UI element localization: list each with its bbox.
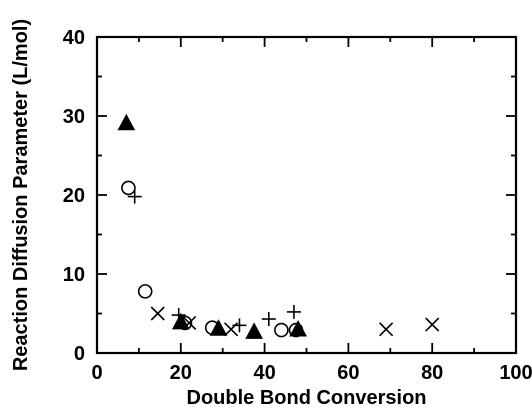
x-tick-label: 20 [170,362,192,384]
y-axis-ticks: 0 10 20 30 40 [63,27,516,365]
triangle-marker [245,322,263,339]
y-tick-label: 20 [63,185,85,207]
cross-marker-b [150,306,165,321]
y-tick-label: 30 [63,106,85,128]
x-tick-label: 80 [421,362,443,384]
plot-frame [95,35,518,355]
plot-axes [95,35,518,355]
triangle-marker [117,113,136,131]
y-tick-label: 40 [63,27,85,49]
circle-marker [177,315,193,331]
y-tick-label: 0 [74,343,85,365]
circle-marker [288,322,304,338]
cross-marker [425,317,440,332]
plus-marker [261,312,276,327]
x-tick-label: 100 [499,362,532,384]
x-tick-label: 0 [91,362,102,384]
cross-marker [182,315,197,331]
plus-marker [127,189,142,204]
cross-marker-b [182,315,197,331]
x-axis-title: Double Bond Conversion [187,387,427,409]
y-axis-title: Reaction Diffusion Parameter (L/mol) [10,19,32,371]
plus-marker [171,308,186,323]
cross-marker [224,322,239,337]
x-axis-ticks: 0 20 40 60 80 100 [91,37,532,384]
circle-marker [204,320,220,336]
cross-marker-b [425,317,440,332]
data-markers [117,113,440,339]
circle-marker [274,322,289,338]
y-tick-label: 10 [63,264,85,286]
circle-marker [121,180,136,196]
circle-marker [137,284,153,299]
x-tick-label: 60 [337,362,359,384]
cross-marker [379,322,394,337]
x-tick-label: 40 [253,362,275,384]
plus-marker [286,304,301,319]
cross-marker-b [379,322,394,337]
cross-marker-b [224,322,239,337]
cross-marker [150,306,165,321]
